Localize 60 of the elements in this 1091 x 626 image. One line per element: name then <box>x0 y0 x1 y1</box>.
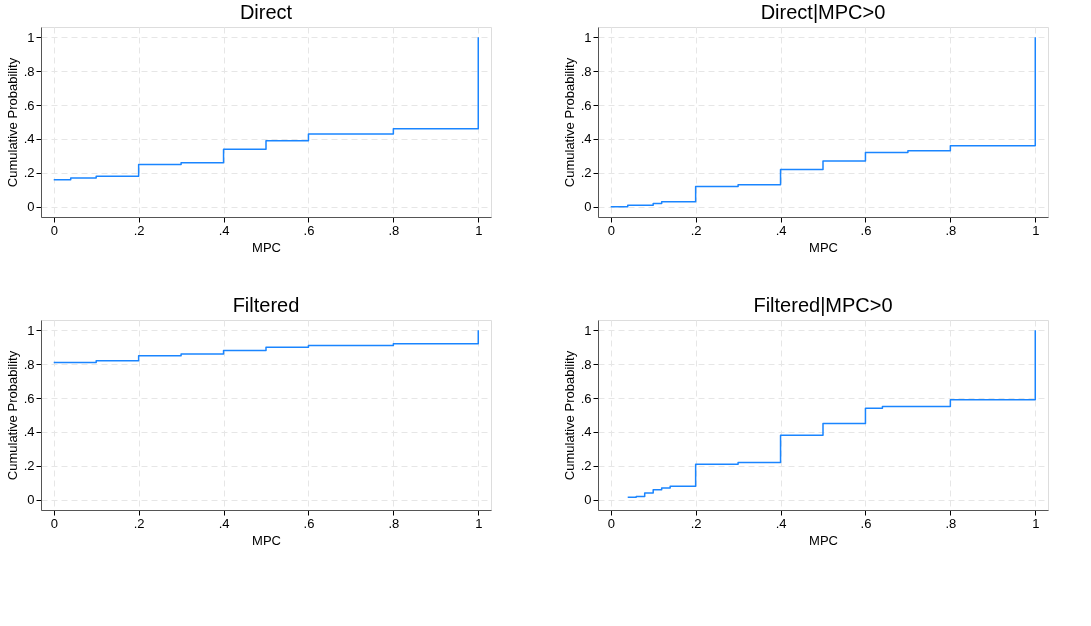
x-axis-title: MPC <box>809 239 838 255</box>
x-tick-label: .2 <box>133 222 145 238</box>
chart-title: Filtered|MPC>0 <box>753 294 893 316</box>
y-tick-label: .2 <box>23 458 35 474</box>
x-tick-label: .6 <box>303 515 315 531</box>
x-axis-title: MPC <box>809 532 838 548</box>
x-tick-label: .4 <box>775 515 787 531</box>
x-tick-label: .8 <box>388 515 400 531</box>
y-tick-label: 1 <box>27 29 35 45</box>
x-tick-label: .8 <box>945 515 957 531</box>
x-axis-title: MPC <box>252 532 281 548</box>
x-tick-label: 0 <box>50 515 58 531</box>
x-tick-label: .2 <box>690 222 702 238</box>
x-tick-label: 0 <box>607 222 615 238</box>
y-axis-title: Cumulative Probability <box>561 350 577 481</box>
x-tick-label: 1 <box>1032 515 1040 531</box>
x-tick-label: .4 <box>218 515 230 531</box>
y-tick-label: .4 <box>23 131 35 147</box>
x-axis-title: MPC <box>252 239 281 255</box>
y-tick-label: 0 <box>27 492 35 508</box>
y-tick-label: .4 <box>580 424 592 440</box>
y-tick-label: 0 <box>584 199 592 215</box>
y-tick-label: .8 <box>580 356 592 372</box>
x-tick-label: .6 <box>860 222 872 238</box>
chart-title: Direct <box>239 1 293 23</box>
y-tick-label: 0 <box>584 492 592 508</box>
y-tick-label: .8 <box>23 356 35 372</box>
x-tick-label: .6 <box>303 222 315 238</box>
y-tick-label: .2 <box>580 458 592 474</box>
y-tick-label: .4 <box>580 131 592 147</box>
x-tick-label: .4 <box>218 222 230 238</box>
y-axis-title: Cumulative Probability <box>4 57 20 188</box>
y-tick-label: .6 <box>23 97 35 113</box>
x-tick-label: .2 <box>133 515 145 531</box>
chart-title: Filtered <box>232 294 300 316</box>
y-tick-label: .8 <box>580 63 592 79</box>
x-tick-label: 1 <box>475 222 483 238</box>
x-tick-label: 0 <box>607 515 615 531</box>
y-axis-title: Cumulative Probability <box>561 57 577 188</box>
y-tick-label: 1 <box>27 322 35 338</box>
y-tick-label: 0 <box>27 199 35 215</box>
y-tick-label: 1 <box>584 322 592 338</box>
x-tick-label: .8 <box>945 222 957 238</box>
x-tick-label: 1 <box>475 515 483 531</box>
y-tick-label: .2 <box>23 165 35 181</box>
x-tick-label: .8 <box>388 222 400 238</box>
y-tick-label: 1 <box>584 29 592 45</box>
y-tick-label: .6 <box>580 390 592 406</box>
y-axis-title: Cumulative Probability <box>4 350 20 481</box>
chart-title: Direct|MPC>0 <box>760 1 886 23</box>
y-tick-label: .2 <box>580 165 592 181</box>
y-tick-label: .8 <box>23 63 35 79</box>
y-tick-label: .6 <box>580 97 592 113</box>
x-tick-label: .2 <box>690 515 702 531</box>
y-tick-label: .4 <box>23 424 35 440</box>
x-tick-label: .4 <box>775 222 787 238</box>
x-tick-label: 0 <box>50 222 58 238</box>
x-tick-label: 1 <box>1032 222 1040 238</box>
y-tick-label: .6 <box>23 390 35 406</box>
x-tick-label: .6 <box>860 515 872 531</box>
